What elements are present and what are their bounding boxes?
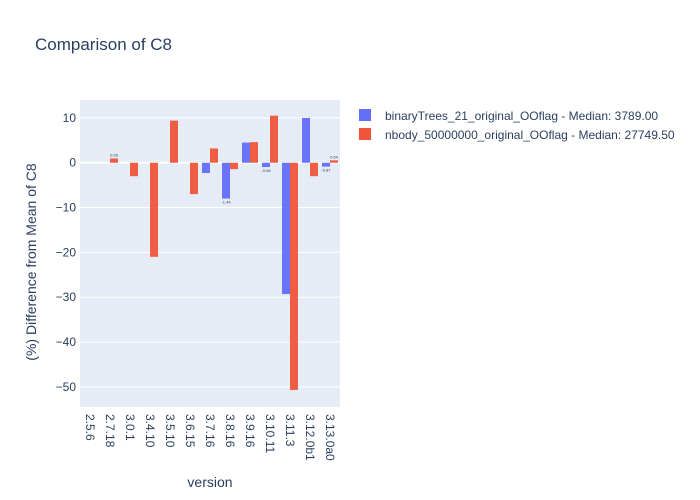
bar-series-1-3-10-11[interactable] bbox=[270, 115, 278, 163]
legend[interactable]: binaryTrees_21_original_OOflag - Median:… bbox=[359, 109, 675, 142]
bar-series-1-3-4-10[interactable] bbox=[150, 162, 158, 257]
bar-series-1-3-7-16[interactable] bbox=[210, 148, 218, 163]
x-tick-label: 3.0.1 bbox=[123, 414, 137, 441]
chart-title: Comparison of C8 bbox=[35, 35, 172, 54]
legend-item-nbody[interactable]: nbody_50000000_original_OOflag - Median:… bbox=[359, 128, 675, 142]
x-tick-label: 3.9.16 bbox=[243, 414, 257, 448]
x-tick-label: 3.6.15 bbox=[183, 414, 197, 448]
bar-series-1-3-12-0b1[interactable] bbox=[310, 162, 318, 177]
bar-series-0-3-12-0b1[interactable] bbox=[302, 117, 310, 163]
x-tick-label: 3.8.16 bbox=[223, 414, 237, 448]
legend-label-binarytrees: binaryTrees_21_original_OOflag - Median:… bbox=[385, 109, 658, 123]
bar-series-0-3-11-3[interactable] bbox=[282, 162, 290, 295]
x-axis-ticks: 2.5.6 2.7.18 3.0.1 3.4.10 3.5.10 3.6.15 3.7.16… bbox=[83, 414, 337, 461]
y-axis-title: (%) Difference from Mean of C8 bbox=[23, 163, 39, 361]
bar-series-0-3-8-16[interactable] bbox=[222, 162, 230, 199]
bar-series-1-3-11-3[interactable] bbox=[290, 162, 298, 390]
y-tick-label: −10 bbox=[56, 201, 77, 215]
bar-series-0-3-9-16[interactable] bbox=[242, 142, 250, 163]
bar-series-1-3-9-16[interactable] bbox=[250, 142, 258, 163]
x-tick-label: 3.13.0a0 bbox=[323, 414, 337, 461]
x-tick-label: 3.10.11 bbox=[263, 414, 277, 453]
legend-item-binarytrees[interactable]: binaryTrees_21_original_OOflag - Median:… bbox=[359, 109, 658, 123]
x-tick-label: 3.11.3 bbox=[283, 414, 297, 447]
y-tick-label: −50 bbox=[56, 380, 77, 394]
data-label: 0.95 bbox=[110, 152, 119, 157]
y-tick-label: −20 bbox=[56, 245, 77, 259]
legend-label-nbody: nbody_50000000_original_OOflag - Median:… bbox=[385, 128, 675, 142]
bar-series-0-3-13-0a0[interactable] bbox=[322, 162, 330, 167]
plot-area bbox=[80, 100, 340, 407]
data-label: -0.87 bbox=[321, 168, 331, 173]
data-label: -1.44 bbox=[221, 200, 231, 205]
data-label: -0.96 bbox=[261, 168, 271, 173]
x-tick-label: 2.5.6 bbox=[83, 414, 97, 441]
y-tick-label: 0 bbox=[69, 156, 76, 170]
x-tick-label: 3.12.0b1 bbox=[303, 414, 317, 461]
bar-series-1-3-13-0a0[interactable] bbox=[330, 160, 338, 163]
bar-series-0-3-7-16[interactable] bbox=[202, 162, 210, 174]
bar-series-1-3-6-15[interactable] bbox=[190, 162, 198, 195]
y-tick-label: −40 bbox=[56, 335, 77, 349]
x-axis-title: version bbox=[187, 474, 232, 490]
data-labels: 0.95 -1.44 -0.96 -0.87 0.54 bbox=[110, 152, 339, 204]
bars[interactable] bbox=[110, 115, 338, 390]
bar-series-1-3-0-1[interactable] bbox=[130, 162, 138, 177]
bar-series-1-3-5-10[interactable] bbox=[170, 120, 178, 163]
bar-series-0-3-10-11[interactable] bbox=[262, 162, 270, 168]
x-tick-label: 3.7.16 bbox=[203, 414, 217, 448]
y-tick-label: 10 bbox=[63, 111, 77, 125]
x-tick-label: 3.4.10 bbox=[143, 414, 157, 448]
legend-swatch-binarytrees bbox=[359, 109, 371, 121]
y-axis-ticks: 10 0 −10 −20 −30 −40 −50 bbox=[56, 111, 77, 394]
bar-series-1-2-7-18[interactable] bbox=[110, 158, 118, 163]
data-label: 0.54 bbox=[330, 154, 339, 159]
bar-series-1-3-8-16[interactable] bbox=[230, 162, 238, 170]
x-tick-label: 2.7.18 bbox=[103, 414, 117, 448]
legend-swatch-nbody bbox=[359, 128, 371, 140]
y-tick-label: −30 bbox=[56, 290, 77, 304]
x-tick-label: 3.5.10 bbox=[163, 414, 177, 448]
